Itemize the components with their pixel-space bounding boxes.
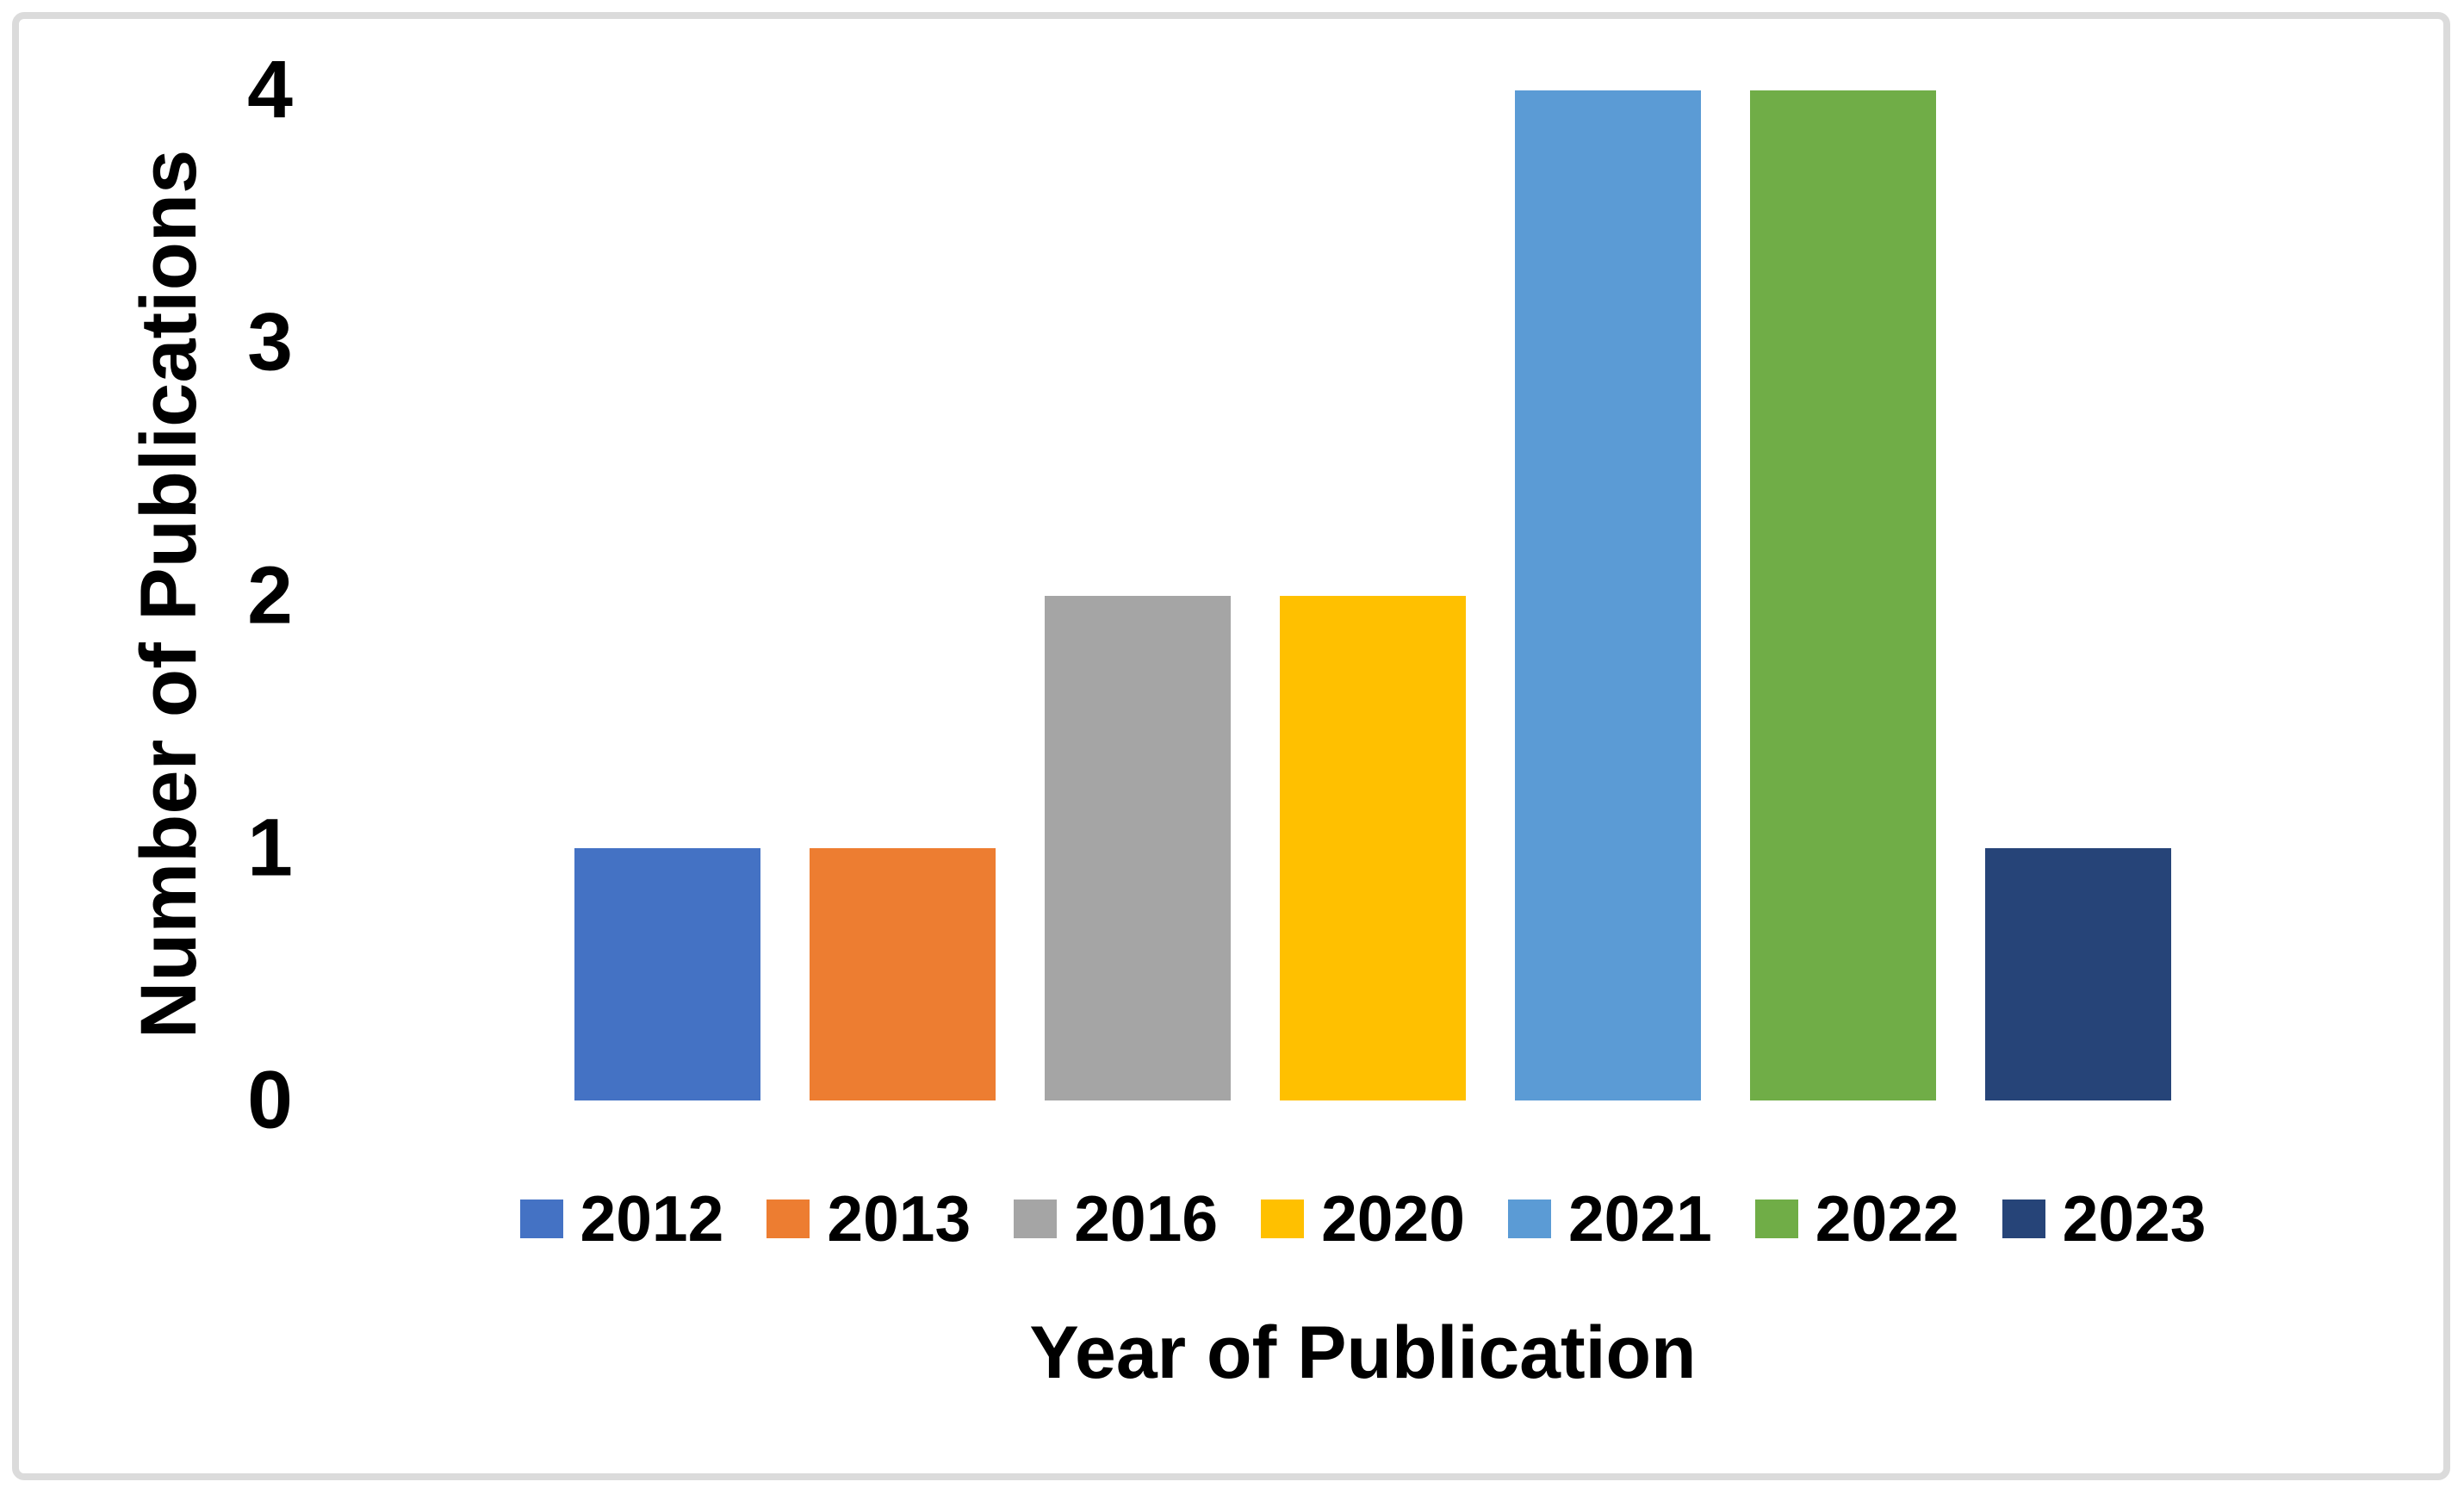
bar-2016 bbox=[1045, 595, 1231, 1100]
legend-item-2023: 2023 bbox=[2002, 1187, 2206, 1251]
legend-swatch bbox=[2002, 1200, 2045, 1238]
y-tick-label: 0 bbox=[247, 1054, 293, 1146]
legend-label: 2013 bbox=[827, 1182, 971, 1255]
bar-2023 bbox=[1985, 847, 2171, 1100]
bar-2012 bbox=[574, 847, 760, 1100]
legend-label: 2022 bbox=[1815, 1182, 1959, 1255]
legend-label: 2012 bbox=[580, 1182, 724, 1255]
legend: 2012 2013 2016 2020 2021 2022 2023 bbox=[519, 1182, 2206, 1255]
bar-2020 bbox=[1280, 595, 1466, 1100]
y-tick-label: 4 bbox=[247, 44, 293, 136]
y-tick-label: 1 bbox=[247, 802, 293, 894]
plot-area bbox=[525, 90, 2200, 1100]
legend-swatch bbox=[519, 1200, 563, 1238]
legend-label: 2020 bbox=[1321, 1182, 1465, 1255]
legend-label: 2016 bbox=[1074, 1182, 1219, 1255]
legend-label: 2023 bbox=[2062, 1182, 2206, 1255]
legend-item-2013: 2013 bbox=[767, 1187, 971, 1251]
legend-item-2016: 2016 bbox=[1014, 1187, 1218, 1251]
legend-item-2021: 2021 bbox=[1507, 1182, 1712, 1255]
x-axis-title: Year of Publication bbox=[1029, 1311, 1697, 1394]
legend-label: 2021 bbox=[1567, 1182, 1712, 1255]
legend-swatch bbox=[1014, 1200, 1058, 1238]
bar-2013 bbox=[810, 847, 996, 1100]
legend-swatch bbox=[1261, 1200, 1305, 1238]
y-tick-label: 3 bbox=[247, 296, 293, 388]
bar-2022 bbox=[1750, 90, 1936, 1100]
legend-item-2020: 2020 bbox=[1261, 1187, 1465, 1251]
legend-swatch bbox=[1754, 1200, 1798, 1238]
legend-swatch bbox=[1507, 1200, 1551, 1238]
legend-item-2022: 2022 bbox=[1754, 1182, 1959, 1255]
legend-item-2012: 2012 bbox=[519, 1182, 724, 1255]
bar-2021 bbox=[1515, 90, 1701, 1100]
y-tick-label: 2 bbox=[247, 549, 293, 641]
legend-swatch bbox=[767, 1200, 810, 1238]
